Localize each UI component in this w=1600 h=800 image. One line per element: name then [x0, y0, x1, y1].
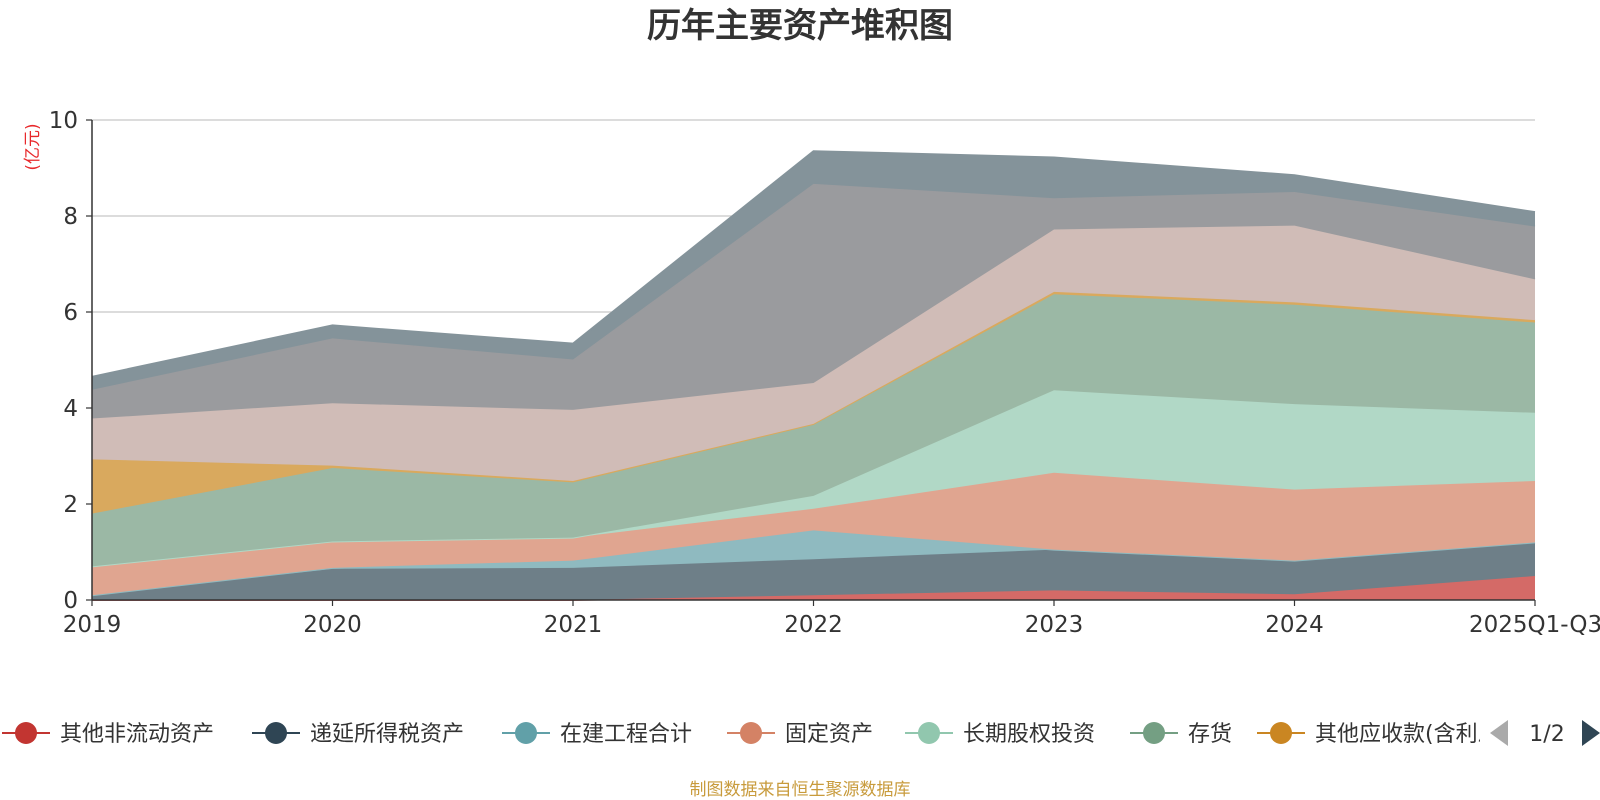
- legend-label: 长期股权投资: [963, 722, 1095, 747]
- y-axis-unit-label: (亿元): [23, 123, 43, 170]
- legend-marker-icon: [740, 722, 762, 744]
- area-series-6: [92, 294, 1535, 567]
- area-series-4: [92, 472, 1535, 596]
- legend-marker-icon: [265, 722, 287, 744]
- x-tick-label: 2024: [1265, 612, 1324, 638]
- legend-label: 存货: [1188, 722, 1232, 747]
- area-series-5: [92, 390, 1535, 567]
- area-series-9: [92, 183, 1535, 419]
- legend-item-6[interactable]: 存货: [1130, 722, 1232, 747]
- y-tick-label: 2: [63, 492, 78, 518]
- y-tick-label: 4: [63, 396, 78, 422]
- y-tick-label: 6: [63, 300, 78, 326]
- legend-marker-icon: [1270, 722, 1292, 744]
- legend-marker-icon: [515, 722, 537, 744]
- legend-prev-icon[interactable]: [1490, 720, 1508, 746]
- legend-item-5[interactable]: 长期股权投资: [905, 722, 1095, 747]
- legend-item-7[interactable]: 其他应收款(含利息和股利): [1257, 722, 1574, 747]
- legend-item-4[interactable]: 固定资产: [727, 722, 873, 747]
- legend-pager: 1/2: [1490, 720, 1600, 747]
- legend-next-icon[interactable]: [1582, 720, 1600, 746]
- x-tick-label: 2023: [1025, 612, 1084, 638]
- legend-page-indicator: 1/2: [1529, 722, 1564, 747]
- legend-item-1[interactable]: 其他非流动资产: [2, 722, 214, 747]
- legend-label: 其他非流动资产: [60, 722, 214, 747]
- legend-marker-icon: [15, 722, 37, 744]
- x-tick-label: 2021: [544, 612, 603, 638]
- area-series-3: [92, 530, 1535, 596]
- y-tick-label: 0: [63, 588, 78, 614]
- x-tick-label: 2020: [303, 612, 362, 638]
- x-tick-label: 2022: [784, 612, 843, 638]
- x-tick-label: 2019: [63, 612, 122, 638]
- y-tick-label: 8: [63, 204, 78, 230]
- legend-marker-icon: [918, 722, 940, 744]
- area-series: [91, 150, 1536, 601]
- area-series-1: [92, 576, 1535, 600]
- legend: 其他非流动资产 递延所得税资产 在建工程合计 固定资产 长期股权投资 存货 其他应收款(含利…: [2, 722, 1574, 747]
- area-series-2: [92, 542, 1535, 600]
- legend-label: 固定资产: [785, 722, 873, 747]
- y-axis-ticks: 0 2 4 6 8 10: [49, 108, 92, 614]
- area-series-8: [92, 225, 1535, 481]
- legend-item-3[interactable]: 在建工程合计: [502, 722, 692, 747]
- legend-label: 递延所得税资产: [310, 722, 464, 747]
- area-line-10: [91, 150, 1536, 378]
- x-tick-label: 2025Q1-Q3: [1469, 612, 1600, 638]
- y-tick-label: 10: [49, 108, 78, 134]
- x-axis-ticks: 2019 2020 2021 2022 2023 2024 2025Q1-Q3: [63, 600, 1600, 638]
- legend-marker-icon: [1143, 722, 1165, 744]
- source-note: 制图数据来自恒生聚源数据库: [690, 780, 911, 800]
- legend-label: 其他应收款(含利息和股利): [1315, 722, 1574, 747]
- chart-title: 历年主要资产堆积图: [647, 6, 953, 46]
- legend-label: 在建工程合计: [560, 722, 692, 747]
- legend-item-2[interactable]: 递延所得税资产: [252, 722, 464, 747]
